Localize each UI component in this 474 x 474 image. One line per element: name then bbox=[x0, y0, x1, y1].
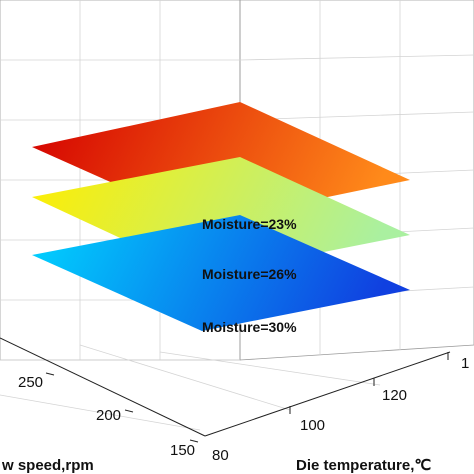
y-axis-ticks: 250 200 150 bbox=[18, 372, 199, 459]
y-axis-title: w speed,rpm bbox=[1, 457, 94, 474]
y-tick-150: 150 bbox=[170, 442, 195, 459]
x-tick-80: 80 bbox=[212, 447, 229, 464]
x-axis-line bbox=[204, 351, 451, 437]
annotation-moisture-23: Moisture=23% bbox=[202, 216, 297, 232]
surface-26 bbox=[32, 157, 410, 276]
y-axis-line bbox=[0, 337, 206, 437]
x-tick-140: 1 bbox=[461, 355, 469, 372]
annotation-moisture-26: Moisture=26% bbox=[202, 266, 297, 282]
surface-30 bbox=[32, 215, 410, 331]
y-tick-200: 200 bbox=[96, 407, 121, 424]
x-tick-100: 100 bbox=[300, 417, 325, 434]
y-tick-250: 250 bbox=[18, 374, 43, 391]
annotation-moisture-30: Moisture=30% bbox=[202, 319, 297, 335]
x-axis-title: Die temperature,℃ bbox=[296, 457, 431, 474]
x-tick-120: 120 bbox=[382, 387, 407, 404]
x-axis-ticks: 80 100 120 1 bbox=[212, 352, 469, 464]
surfaces bbox=[32, 102, 410, 331]
